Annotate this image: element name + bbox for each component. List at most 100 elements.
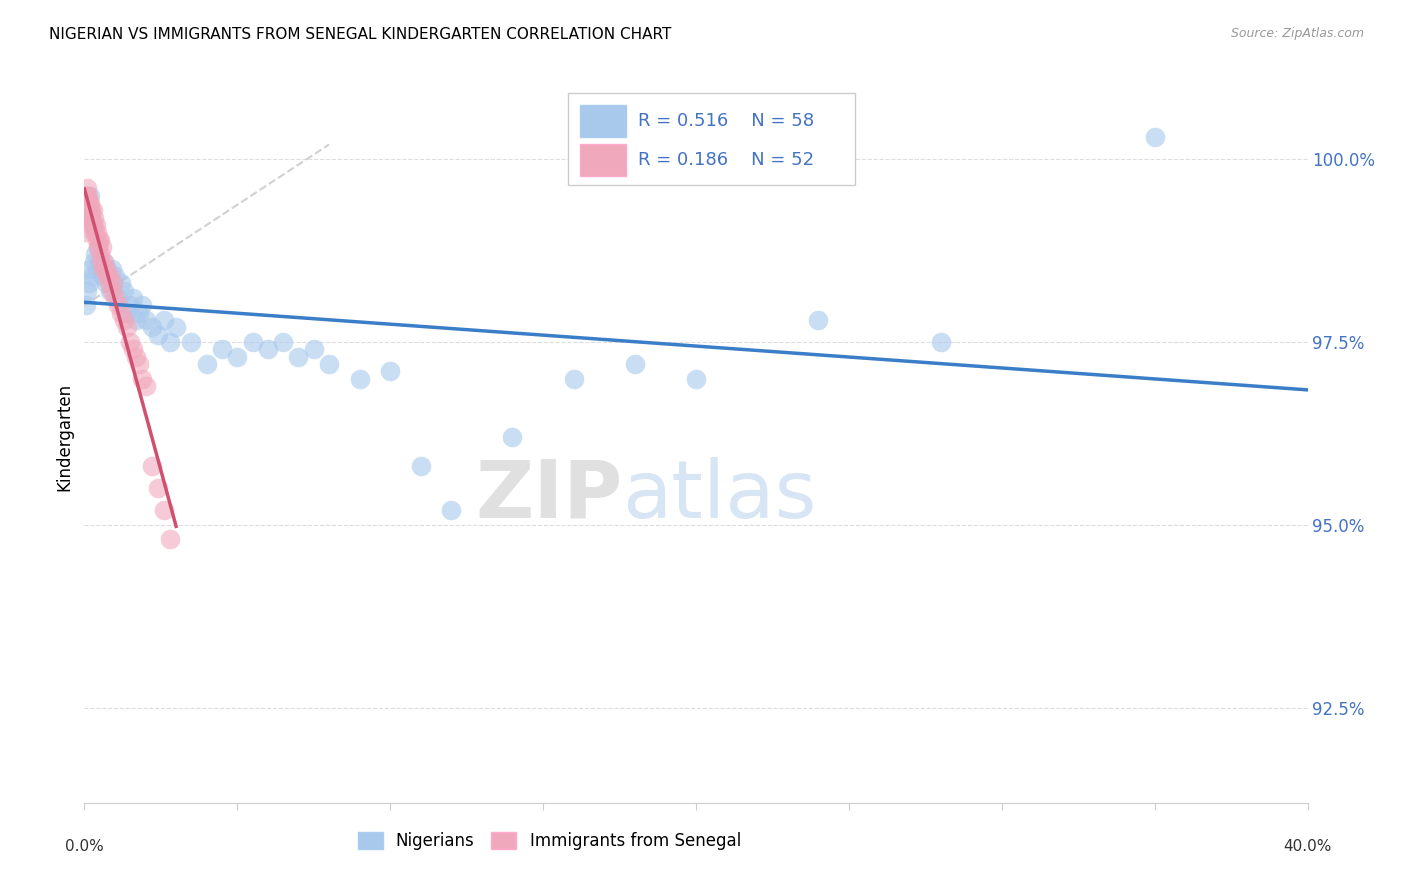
Point xyxy=(87,240,110,254)
Y-axis label: Kindergarten: Kindergarten xyxy=(55,383,73,491)
Text: R = 0.186    N = 52: R = 0.186 N = 52 xyxy=(638,151,814,169)
Point xyxy=(128,306,150,320)
Point xyxy=(82,218,104,232)
Point xyxy=(159,533,181,547)
Point xyxy=(120,298,142,312)
Point xyxy=(90,261,112,276)
Point xyxy=(80,203,103,218)
Point xyxy=(141,459,163,474)
Text: atlas: atlas xyxy=(623,457,817,534)
Point xyxy=(125,313,148,327)
Point xyxy=(349,371,371,385)
Point xyxy=(115,320,138,334)
Point xyxy=(242,334,264,349)
Point xyxy=(153,313,176,327)
Point xyxy=(96,261,118,276)
Point xyxy=(110,306,132,320)
Point xyxy=(271,334,294,349)
Point xyxy=(97,269,120,284)
Point xyxy=(91,269,114,284)
Point xyxy=(84,225,107,239)
Point xyxy=(86,225,108,239)
Point xyxy=(112,313,135,327)
Point xyxy=(73,225,96,239)
Point xyxy=(685,371,707,385)
Point xyxy=(110,277,132,291)
Point xyxy=(94,277,117,291)
Point xyxy=(87,240,110,254)
Point xyxy=(131,371,153,385)
Point xyxy=(84,218,107,232)
Point xyxy=(929,334,952,349)
Point xyxy=(159,334,181,349)
Point xyxy=(79,196,101,211)
Point xyxy=(76,284,98,298)
Point xyxy=(89,233,111,247)
Point xyxy=(77,203,100,218)
Point xyxy=(79,188,101,202)
Point xyxy=(135,379,157,393)
Point xyxy=(103,277,125,291)
Point xyxy=(75,188,97,202)
Point xyxy=(97,277,120,291)
Point xyxy=(86,261,108,276)
Point xyxy=(380,364,402,378)
Point xyxy=(101,284,124,298)
Point xyxy=(302,343,325,357)
Point xyxy=(257,343,280,357)
Point xyxy=(146,327,169,342)
Point xyxy=(91,240,114,254)
Point xyxy=(624,357,647,371)
Point xyxy=(98,284,121,298)
Point xyxy=(94,261,117,276)
Point xyxy=(79,211,101,225)
Point xyxy=(76,181,98,195)
Point xyxy=(87,233,110,247)
Point xyxy=(131,298,153,312)
Point xyxy=(409,459,432,474)
Point xyxy=(93,254,115,268)
Point xyxy=(75,298,97,312)
Point xyxy=(128,357,150,371)
Point xyxy=(195,357,218,371)
Point xyxy=(80,218,103,232)
Text: ZIP: ZIP xyxy=(475,457,623,534)
Point xyxy=(1143,130,1166,145)
Point xyxy=(77,277,100,291)
Point xyxy=(122,343,145,357)
Point xyxy=(103,277,125,291)
Point xyxy=(91,261,114,276)
Point xyxy=(146,481,169,495)
Point xyxy=(112,284,135,298)
Point xyxy=(83,225,105,239)
Point xyxy=(165,320,187,334)
Point xyxy=(502,430,524,444)
Point xyxy=(76,196,98,211)
Point xyxy=(562,371,585,385)
Point xyxy=(80,269,103,284)
Point xyxy=(75,203,97,218)
Point xyxy=(125,350,148,364)
Point xyxy=(104,291,127,305)
Point xyxy=(90,254,112,268)
Point xyxy=(153,503,176,517)
Point xyxy=(211,343,233,357)
Point xyxy=(141,320,163,334)
Point xyxy=(86,233,108,247)
FancyBboxPatch shape xyxy=(579,105,626,137)
Point xyxy=(807,313,830,327)
Point xyxy=(93,254,115,268)
Point xyxy=(107,291,129,305)
Point xyxy=(89,254,111,268)
Point xyxy=(79,261,101,276)
Point xyxy=(440,503,463,517)
Point xyxy=(287,350,309,364)
Text: 0.0%: 0.0% xyxy=(65,839,104,855)
Text: 40.0%: 40.0% xyxy=(1284,839,1331,855)
Point xyxy=(180,334,202,349)
Point xyxy=(79,203,101,218)
Text: R = 0.516    N = 58: R = 0.516 N = 58 xyxy=(638,112,814,130)
Point xyxy=(77,188,100,202)
Point xyxy=(318,357,340,371)
Point xyxy=(115,306,138,320)
